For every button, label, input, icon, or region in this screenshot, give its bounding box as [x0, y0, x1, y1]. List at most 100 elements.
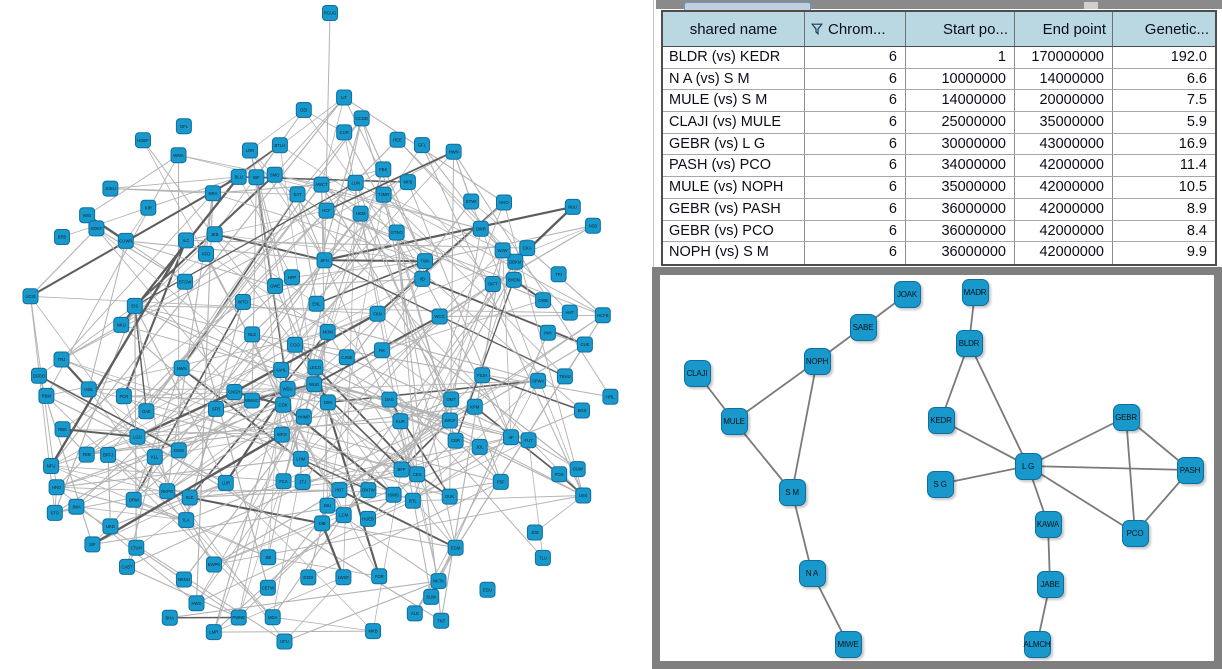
net-node[interactable]: GDKF	[88, 220, 105, 237]
subnet-node-mule[interactable]: MULE	[720, 407, 748, 435]
net-node[interactable]: HCF	[318, 202, 335, 219]
net-edge[interactable]	[107, 454, 111, 527]
net-node[interactable]: ENL	[308, 295, 325, 312]
subnet-edge[interactable]	[1027, 465, 1136, 534]
net-edge[interactable]	[213, 630, 374, 633]
net-node[interactable]: WTO	[234, 294, 251, 310]
column-header-sharedname[interactable]: shared name	[663, 12, 805, 46]
net-node[interactable]: KLL	[146, 448, 163, 465]
net-edge[interactable]	[50, 383, 315, 467]
subnet-node-almch[interactable]: ALMCH	[1023, 630, 1051, 658]
subnet-node-n-a[interactable]: N A	[798, 559, 826, 587]
net-node[interactable]: SPWA	[530, 372, 547, 389]
net-edge[interactable]	[383, 194, 503, 251]
table-row[interactable]: MULE (vs) NOPH 6 35000000 42000000 10.5	[663, 177, 1215, 199]
net-node[interactable]: SIF	[84, 536, 101, 553]
net-edge[interactable]	[279, 144, 494, 285]
net-node[interactable]: NLE	[244, 326, 261, 343]
net-node[interactable]: EWPK	[206, 556, 222, 573]
net-node[interactable]: ISMG	[385, 486, 402, 503]
net-edge[interactable]	[361, 118, 426, 262]
net-edge[interactable]	[50, 239, 188, 467]
net-node[interactable]: PCR	[115, 388, 132, 405]
net-edge[interactable]	[383, 194, 566, 377]
net-node[interactable]: ETWI	[463, 193, 480, 210]
net-edge[interactable]	[252, 333, 611, 398]
net-node[interactable]: EGM	[447, 539, 464, 556]
net-node[interactable]: OUW	[569, 461, 586, 478]
net-node[interactable]: JBI	[260, 549, 277, 566]
net-edge[interactable]	[213, 169, 384, 633]
net-node[interactable]: NFU	[43, 458, 60, 474]
net-edge[interactable]	[62, 428, 138, 438]
net-edge[interactable]	[321, 522, 345, 578]
net-edge[interactable]	[321, 184, 452, 400]
net-node[interactable]: BHON	[505, 271, 522, 288]
net-node[interactable]: CUR	[336, 124, 353, 141]
net-edge[interactable]	[134, 305, 137, 548]
subnet-edge[interactable]	[939, 465, 1029, 485]
net-edge[interactable]	[421, 144, 584, 496]
net-node[interactable]: LGU	[129, 428, 146, 445]
net-node[interactable]: LMR	[205, 624, 222, 641]
net-edge[interactable]	[213, 343, 586, 566]
net-edge[interactable]	[185, 519, 273, 618]
net-node[interactable]: COK	[275, 396, 292, 413]
net-node[interactable]: WUG	[306, 376, 323, 393]
net-node[interactable]: IWG	[79, 207, 96, 224]
net-edge[interactable]	[294, 344, 347, 358]
net-edge[interactable]	[284, 577, 344, 642]
net-edge[interactable]	[367, 439, 529, 520]
net-edge[interactable]	[38, 305, 136, 377]
net-node[interactable]: DUK	[441, 488, 458, 505]
net-node[interactable]: CBR	[447, 432, 464, 449]
net-node[interactable]: BTLH	[271, 137, 288, 154]
net-edge[interactable]	[50, 260, 426, 467]
net-node[interactable]: BLU	[230, 168, 247, 185]
net-edge[interactable]	[76, 506, 187, 521]
net-node[interactable]: DIB	[314, 515, 331, 532]
net-edge[interactable]	[321, 97, 345, 185]
net-node[interactable]: NKNU	[175, 571, 192, 588]
net-node[interactable]: COO	[287, 336, 303, 353]
net-node[interactable]: NSB	[584, 217, 601, 234]
net-edge[interactable]	[412, 495, 584, 502]
net-node[interactable]: HCFB	[594, 307, 611, 324]
net-node[interactable]: JCEU	[102, 180, 119, 197]
subnet-node-pash[interactable]: PASH	[1176, 456, 1204, 484]
net-edge[interactable]	[251, 177, 257, 401]
net-node[interactable]: HUEB	[360, 510, 376, 527]
net-edge[interactable]	[316, 144, 423, 304]
subnet-node-noph[interactable]: NOPH	[803, 347, 831, 375]
subnet-edge[interactable]	[1027, 416, 1127, 467]
net-node[interactable]: ILA	[178, 512, 195, 529]
net-edge[interactable]	[146, 194, 298, 412]
net-node[interactable]: MKB	[365, 623, 382, 640]
net-node[interactable]: CJNE	[338, 349, 355, 366]
net-node[interactable]: HDEF	[135, 132, 151, 149]
net-node[interactable]: TWA	[417, 253, 433, 270]
net-node[interactable]: SMO	[266, 166, 283, 183]
net-node[interactable]: DBKM	[507, 253, 524, 270]
net-node[interactable]: GTNG	[388, 224, 405, 241]
net-node[interactable]: JOB	[526, 524, 543, 541]
net-node[interactable]: FCA	[275, 473, 292, 490]
net-edge[interactable]	[189, 496, 323, 525]
net-edge[interactable]	[96, 228, 288, 390]
net-node[interactable]: PWNE	[230, 609, 247, 626]
net-edge[interactable]	[154, 456, 215, 565]
net-edge[interactable]	[440, 250, 504, 621]
net-edge[interactable]	[134, 305, 570, 314]
subnet-edge[interactable]	[1027, 465, 1191, 471]
subnet-node-miwe[interactable]: MIWE	[834, 630, 862, 658]
net-node[interactable]: BFF	[393, 461, 410, 478]
net-edge[interactable]	[196, 500, 414, 604]
net-edge[interactable]	[470, 201, 584, 496]
net-edge[interactable]	[255, 177, 304, 483]
net-edge[interactable]	[416, 474, 457, 548]
main-network-view[interactable]: RGUG CJNE PWNE OAE LTUH NFU MPJI HHO DWR JTJ IABL D…	[0, 0, 652, 669]
subnet-node-kedr[interactable]: KEDR	[927, 406, 955, 434]
net-edge[interactable]	[56, 486, 168, 492]
net-edge[interactable]	[412, 436, 512, 502]
net-node[interactable]: TJMR	[375, 186, 392, 203]
